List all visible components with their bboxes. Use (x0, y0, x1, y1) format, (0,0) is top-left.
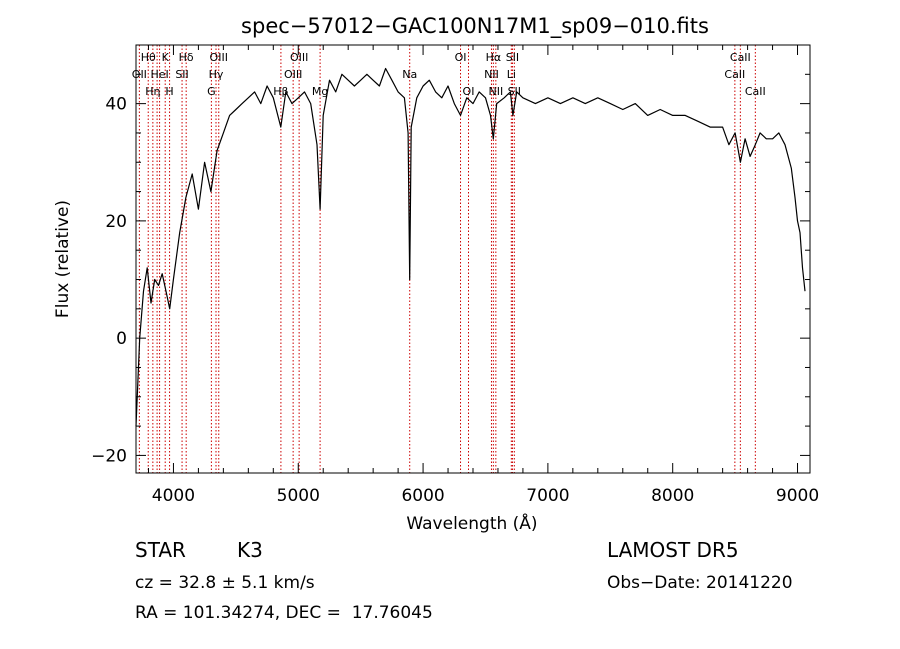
line-marker-label: K (162, 51, 170, 64)
y-tick-label: 40 (105, 95, 127, 115)
line-marker-label: SII (175, 68, 188, 81)
line-marker-label: NII (484, 68, 499, 81)
line-marker-label: OI (463, 85, 475, 98)
line-marker-label: H (165, 85, 173, 98)
x-axis-label: Wavelength (Å) (406, 512, 537, 534)
line-marker-label: Li (507, 68, 516, 81)
x-tick-label: 7000 (526, 486, 569, 506)
y-tick-label: −20 (91, 446, 127, 466)
emission-line-labels: OIIHθHηHeIKHSIIHδGHγOIIIHβOIIIOIIIMgNaOI… (132, 51, 766, 98)
chart-title: spec−57012−GAC100N17M1_sp09−010.fits (241, 14, 709, 39)
line-marker-label: G (207, 85, 216, 98)
line-marker-label: CaII (724, 68, 745, 81)
line-marker-label: CaII (745, 85, 766, 98)
line-marker-label: HeI (150, 68, 168, 81)
line-marker-label: Hθ (141, 51, 156, 64)
coordinates-text: RA = 101.34274, DEC = 17.76045 (135, 603, 433, 623)
y-tick-label: 20 (105, 212, 127, 232)
survey-name: LAMOST DR5 (607, 538, 739, 562)
object-class: STAR (135, 538, 186, 562)
line-marker-label: Hγ (209, 68, 224, 81)
plot-frame (135, 44, 811, 474)
x-tick-label: 8000 (651, 486, 694, 506)
line-marker-label: OI (455, 51, 467, 64)
observation-date: Obs−Date: 20141220 (607, 573, 793, 593)
x-tick-label: 6000 (401, 486, 444, 506)
line-marker-label: Na (402, 68, 417, 81)
spectrum-line (135, 67, 806, 427)
y-axis-label: Flux (relative) (53, 200, 73, 318)
y-tick-label: 0 (116, 329, 127, 349)
line-marker-label: Mg (312, 85, 328, 98)
line-marker-label: Hα (486, 51, 502, 64)
emission-line-markers (138, 45, 756, 473)
line-marker-label: SII (506, 51, 519, 64)
x-tick-label: 9000 (776, 486, 819, 506)
line-marker-label: NII (488, 85, 503, 98)
object-subclass: K3 (237, 538, 263, 562)
y-axis-ticks: −20 0 20 40 (91, 73, 810, 466)
line-marker-label: SII (508, 85, 521, 98)
redshift-text: cz = 32.8 ± 5.1 km/s (135, 573, 315, 593)
x-tick-label: 4000 (152, 486, 195, 506)
x-tick-label: 5000 (277, 486, 320, 506)
line-marker-label: Hδ (179, 51, 194, 64)
line-marker-label: CaII (730, 51, 751, 64)
line-marker-label: Hη (145, 85, 160, 98)
line-marker-label: OIII (290, 51, 308, 64)
line-marker-label: OIII (284, 68, 302, 81)
line-marker-label: OIII (210, 51, 228, 64)
line-marker-label: Hβ (273, 85, 288, 98)
x-axis-ticks: 4000 5000 6000 7000 8000 9000 (147, 45, 819, 506)
